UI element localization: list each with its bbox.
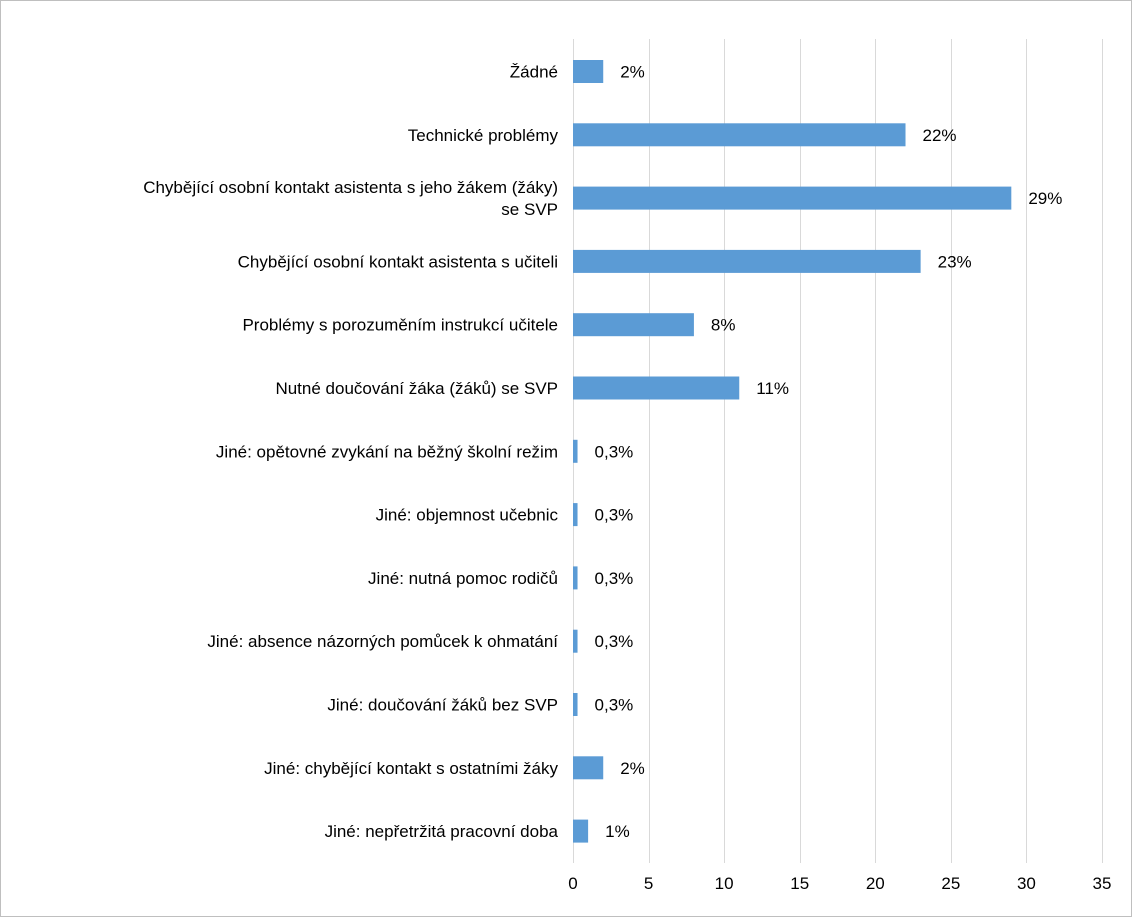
category-label-0-line-0: Žádné <box>510 63 558 82</box>
x-tick-label-4: 20 <box>866 874 885 893</box>
category-label-10: Jiné: doučování žáků bez SVP <box>327 696 558 715</box>
bar-8 <box>573 566 578 590</box>
x-tick-label-7: 35 <box>1093 874 1112 893</box>
bar-5 <box>573 376 740 400</box>
category-label-1-line-0: Technické problémy <box>408 126 559 145</box>
bar-7 <box>573 503 578 527</box>
category-label-7: Jiné: objemnost učebnic <box>376 506 559 525</box>
category-label-5-line-0: Nutné doučování žáka (žáků) se SVP <box>275 379 558 398</box>
category-label-9-line-0: Jiné: absence názorných pomůcek k ohmatá… <box>207 632 558 651</box>
data-label-1: 22% <box>923 126 957 145</box>
category-label-2-line-0: Chybějící osobní kontakt asistenta s jeh… <box>143 178 558 197</box>
data-label-6: 0,3% <box>595 442 634 461</box>
category-label-0: Žádné <box>510 63 558 82</box>
category-label-3-line-0: Chybějící osobní kontakt asistenta s uči… <box>238 252 558 271</box>
category-label-11: Jiné: chybějící kontakt s ostatními žáky <box>264 759 558 778</box>
data-label-12: 1% <box>605 822 630 841</box>
data-label-8: 0,3% <box>595 569 634 588</box>
category-label-8-line-0: Jiné: nutná pomoc rodičů <box>368 569 558 588</box>
data-label-4: 8% <box>711 316 736 335</box>
data-label-9: 0,3% <box>595 632 634 651</box>
bar-6 <box>573 439 578 463</box>
bar-4 <box>573 313 694 337</box>
category-label-9: Jiné: absence názorných pomůcek k ohmatá… <box>207 632 558 651</box>
category-label-4-line-0: Problémy s porozuměním instrukcí učitele <box>242 316 558 335</box>
bar-11 <box>573 756 604 780</box>
category-label-11-line-0: Jiné: chybějící kontakt s ostatními žáky <box>264 759 558 778</box>
data-label-7: 0,3% <box>595 506 634 525</box>
bar-3 <box>573 249 921 273</box>
bar-9 <box>573 629 578 653</box>
data-label-11: 2% <box>620 759 645 778</box>
data-label-0: 2% <box>620 63 645 82</box>
category-label-6-line-0: Jiné: opětovné zvykání na běžný školní r… <box>216 442 558 461</box>
category-label-2: Chybějící osobní kontakt asistenta s jeh… <box>143 178 558 219</box>
data-label-10: 0,3% <box>595 696 634 715</box>
category-label-2-line-1: se SVP <box>501 200 558 219</box>
bar-12 <box>573 819 589 843</box>
category-label-8: Jiné: nutná pomoc rodičů <box>368 569 558 588</box>
category-label-7-line-0: Jiné: objemnost učebnic <box>376 506 559 525</box>
category-label-6: Jiné: opětovné zvykání na běžný školní r… <box>216 442 558 461</box>
bar-10 <box>573 693 578 716</box>
category-label-5: Nutné doučování žáka (žáků) se SVP <box>275 379 558 398</box>
bar-1 <box>573 123 906 147</box>
bar-0 <box>573 60 604 83</box>
x-tick-label-1: 5 <box>644 874 653 893</box>
category-label-1: Technické problémy <box>408 126 559 145</box>
data-label-5: 11% <box>756 379 789 398</box>
x-tick-label-0: 0 <box>568 874 577 893</box>
x-tick-label-3: 15 <box>790 874 809 893</box>
data-label-2: 29% <box>1028 189 1062 208</box>
data-label-3: 23% <box>938 252 972 271</box>
category-label-12-line-0: Jiné: nepřetržitá pracovní doba <box>325 822 559 841</box>
x-tick-label-5: 25 <box>941 874 960 893</box>
x-tick-label-6: 30 <box>1017 874 1036 893</box>
category-label-10-line-0: Jiné: doučování žáků bez SVP <box>327 696 558 715</box>
category-label-4: Problémy s porozuměním instrukcí učitele <box>242 316 558 335</box>
category-label-3: Chybějící osobní kontakt asistenta s uči… <box>238 252 558 271</box>
bar-2 <box>573 186 1012 210</box>
x-tick-label-2: 10 <box>715 874 734 893</box>
category-label-12: Jiné: nepřetržitá pracovní doba <box>325 822 559 841</box>
